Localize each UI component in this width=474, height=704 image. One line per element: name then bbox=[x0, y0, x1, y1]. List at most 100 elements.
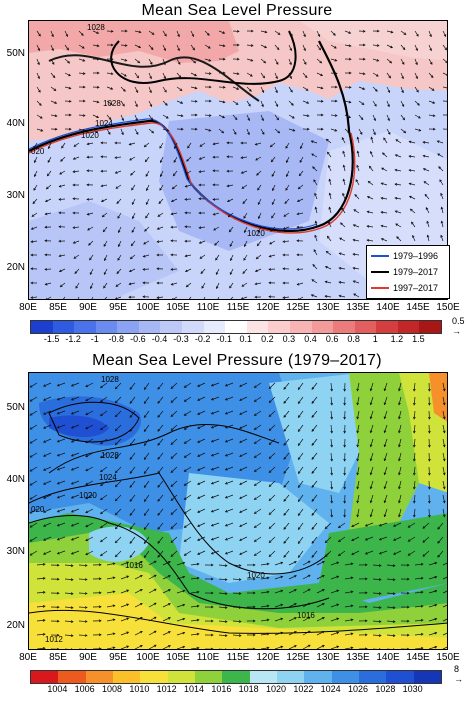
colorbar-swatch bbox=[419, 321, 441, 333]
lon-label: 105E bbox=[166, 302, 190, 313]
colorbar-label: 1010 bbox=[129, 684, 150, 694]
lon-label: 95E bbox=[109, 652, 127, 663]
lat-label: 30N bbox=[6, 546, 25, 557]
lon-label: 150E bbox=[436, 302, 460, 313]
lon-label: 80E bbox=[19, 302, 37, 313]
lon-label: 145E bbox=[406, 302, 430, 313]
colorbar-label: -1.2 bbox=[65, 334, 81, 344]
colorbar-label: 1018 bbox=[238, 684, 259, 694]
colorbar-swatch bbox=[194, 671, 223, 683]
contour-label: 1024 bbox=[95, 119, 113, 128]
colorbar-swatch bbox=[386, 671, 414, 683]
colorbar-swatch bbox=[333, 321, 355, 333]
colorbar-label: -0.6 bbox=[130, 334, 146, 344]
contour-label: 1016 bbox=[125, 561, 143, 570]
colorbar-swatch bbox=[138, 321, 161, 333]
contour-label: 1028 bbox=[101, 451, 119, 460]
colorbar-swatch bbox=[311, 321, 334, 333]
lat-label: 20N bbox=[6, 262, 25, 273]
colorbar-label: 1020 bbox=[265, 684, 287, 694]
contour-label: 1028 bbox=[103, 99, 121, 108]
lat-label: 30N bbox=[6, 190, 25, 201]
colorbar-swatch bbox=[268, 321, 290, 333]
colorbar-swatch bbox=[249, 671, 277, 683]
lon-label: 85E bbox=[49, 652, 67, 663]
lon-label: 90E bbox=[79, 652, 97, 663]
lon-label: 85E bbox=[49, 302, 67, 313]
colorbar-label: -0.4 bbox=[151, 334, 168, 344]
bottom-panel-title: Mean Sea Level Pressure (1979–2017) bbox=[92, 352, 382, 369]
colorbar-label: 1 bbox=[372, 334, 378, 344]
legend-item-1997-2017: 1997–2017 bbox=[371, 282, 438, 294]
reference-vector-bottom: 8 → bbox=[454, 664, 463, 684]
colorbar-label: -0.2 bbox=[194, 334, 211, 344]
colorbar-label: 1030 bbox=[402, 684, 423, 694]
period-legend: 1979–1996 1979–2017 1997–2017 bbox=[366, 245, 450, 299]
colorbar-label: 1.5 bbox=[412, 334, 425, 344]
colorbar-swatch bbox=[31, 321, 53, 333]
colorbar-swatch bbox=[376, 321, 398, 333]
colorbar-swatch bbox=[304, 671, 332, 683]
colorbar-swatch bbox=[289, 321, 312, 333]
contour-label: 1028 bbox=[87, 23, 105, 32]
lon-label: 150E bbox=[436, 652, 460, 663]
lon-label: 130E bbox=[316, 652, 340, 663]
lat-label: 40N bbox=[6, 474, 25, 485]
colorbar-label: 1026 bbox=[347, 684, 369, 694]
legend-item-1979-2017: 1979–2017 bbox=[371, 266, 438, 278]
colorbar-swatch bbox=[222, 671, 250, 683]
colorbar-label: -0.8 bbox=[108, 334, 125, 344]
lon-label: 105E bbox=[166, 652, 190, 663]
colorbar-swatch bbox=[31, 671, 59, 683]
lat-label: 50N bbox=[6, 402, 25, 413]
lon-label: 120E bbox=[256, 652, 280, 663]
colorbar-label: 0.1 bbox=[239, 334, 253, 344]
colorbar-swatch bbox=[85, 671, 113, 683]
colorbar-label: 1012 bbox=[156, 684, 177, 694]
lon-label: 100E bbox=[136, 652, 160, 663]
lon-label: 130E bbox=[316, 302, 340, 313]
colorbar-swatch bbox=[413, 671, 441, 683]
lon-label: 100E bbox=[136, 302, 160, 313]
colorbar-swatch bbox=[203, 321, 226, 333]
lon-label: 115E bbox=[226, 652, 250, 663]
colorbar-swatch bbox=[160, 321, 183, 333]
pressure-colorbar bbox=[30, 670, 442, 684]
colorbar-swatch bbox=[117, 321, 139, 333]
colorbar-swatch bbox=[167, 671, 195, 683]
colorbar-label: -0.1 bbox=[216, 334, 232, 344]
colorbar-label: 1024 bbox=[320, 684, 341, 694]
lon-label: 120E bbox=[256, 302, 280, 313]
colorbar-swatch bbox=[95, 321, 118, 333]
colorbar-swatch bbox=[112, 671, 141, 683]
colorbar-swatch bbox=[140, 671, 168, 683]
colorbar-swatch bbox=[397, 321, 420, 333]
colorbar-label: 0.6 bbox=[325, 334, 339, 344]
colorbar-swatch bbox=[276, 671, 305, 683]
bottom-map-canvas bbox=[29, 373, 447, 649]
lon-label: 110E bbox=[196, 652, 220, 663]
colorbar-label: 0.3 bbox=[282, 334, 296, 344]
anomaly-colorbar bbox=[30, 320, 442, 334]
colorbar-label: 1006 bbox=[74, 684, 95, 694]
colorbar-label: -1 bbox=[90, 334, 99, 344]
lon-label: 135E bbox=[346, 652, 370, 663]
legend-item-1979-1996: 1979–1996 bbox=[371, 250, 438, 262]
colorbar-label: 1.2 bbox=[390, 334, 404, 344]
lat-label: 20N bbox=[6, 620, 25, 631]
contour-label: 1016 bbox=[297, 611, 315, 620]
colorbar-label: 0.8 bbox=[347, 334, 360, 344]
lon-label: 125E bbox=[286, 652, 310, 663]
colorbar-label: 1028 bbox=[375, 684, 396, 694]
contour-label: 020 bbox=[31, 505, 45, 514]
contour-label: 1020 bbox=[247, 571, 265, 580]
colorbar-label: 0.2 bbox=[261, 334, 274, 344]
lon-label: 140E bbox=[376, 652, 400, 663]
colorbar-label: -0.3 bbox=[173, 334, 189, 344]
colorbar-swatch bbox=[354, 321, 377, 333]
contour-label: 1012 bbox=[45, 635, 63, 644]
colorbar-label: 1008 bbox=[101, 684, 123, 694]
colorbar-label: 1022 bbox=[293, 684, 314, 694]
colorbar-swatch bbox=[246, 321, 269, 333]
lon-label: 80E bbox=[19, 652, 37, 663]
